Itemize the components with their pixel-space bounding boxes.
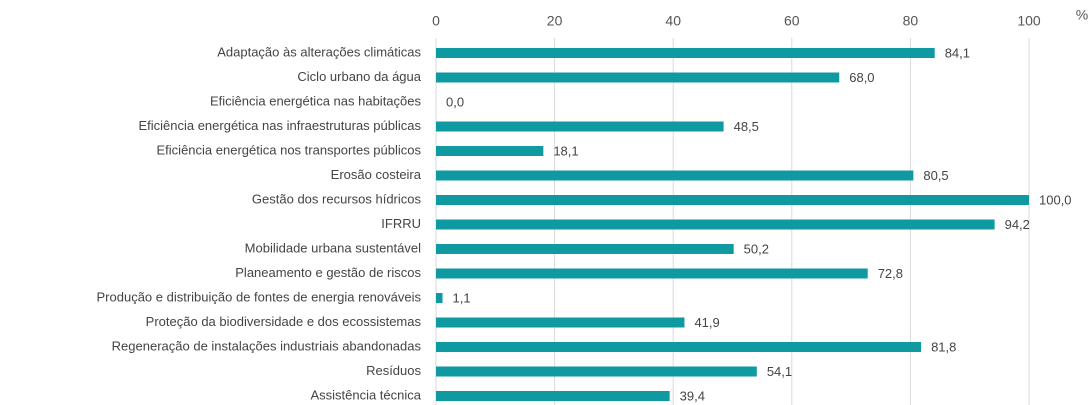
bar (436, 48, 935, 58)
value-label: 54,1 (767, 364, 792, 379)
y-tick-label: Produção e distribuição de fontes de ene… (97, 289, 422, 304)
axis-unit: % (1076, 7, 1088, 23)
bar (436, 342, 922, 352)
y-tick-label: Mobilidade urbana sustentável (245, 240, 421, 255)
y-tick-label: Proteção da biodiversidade e dos ecossis… (146, 314, 422, 329)
value-label: 18,1 (553, 143, 578, 158)
y-tick-label: IFRRU (381, 216, 421, 231)
bar (436, 219, 995, 230)
value-label: 84,1 (945, 45, 970, 60)
bar (436, 121, 724, 132)
value-label: 39,4 (680, 388, 705, 403)
value-label: 1,1 (453, 290, 471, 305)
x-tick-label: 60 (784, 13, 800, 29)
x-tick-label: 80 (903, 13, 919, 29)
bar (436, 366, 757, 377)
y-tick-label: Ciclo urbano da água (297, 69, 421, 84)
x-tick-label: 20 (547, 13, 563, 29)
bar (436, 391, 670, 401)
y-tick-label: Erosão costeira (331, 167, 422, 182)
y-tick-label: Resíduos (366, 363, 421, 378)
bar (436, 72, 840, 83)
y-tick-label: Regeneração de instalações industriais a… (112, 338, 422, 353)
bar (436, 317, 685, 328)
bar (436, 146, 544, 156)
value-label: 68,0 (849, 70, 874, 85)
bar (436, 293, 443, 303)
y-tick-label: Eficiência energética nas infraestrutura… (138, 118, 421, 133)
x-tick-label: 100 (1017, 13, 1041, 29)
value-label: 80,5 (923, 168, 948, 183)
value-label: 0,0 (446, 94, 464, 109)
bar (436, 195, 1029, 205)
y-tick-label: Assistência técnica (310, 387, 421, 402)
x-tick-label: 0 (432, 13, 440, 29)
y-tick-label: Gestão dos recursos hídricos (252, 191, 422, 206)
value-label: 81,8 (931, 339, 956, 354)
y-tick-label: Eficiência energética nas habitações (210, 93, 422, 108)
y-tick-label: Planeamento e gestão de riscos (235, 265, 421, 280)
bar (436, 170, 914, 181)
value-label: 94,2 (1005, 217, 1030, 232)
value-label: 100,0 (1039, 192, 1072, 207)
value-label: 41,9 (694, 315, 719, 330)
value-label: 50,2 (744, 241, 769, 256)
x-tick-label: 40 (665, 13, 681, 29)
bar (436, 268, 868, 279)
value-label: 72,8 (878, 266, 903, 281)
y-tick-label: Eficiência energética nos transportes pú… (157, 142, 422, 157)
y-tick-label: Adaptação às alterações climáticas (217, 44, 421, 59)
bar (436, 244, 734, 254)
value-label: 48,5 (734, 119, 759, 134)
